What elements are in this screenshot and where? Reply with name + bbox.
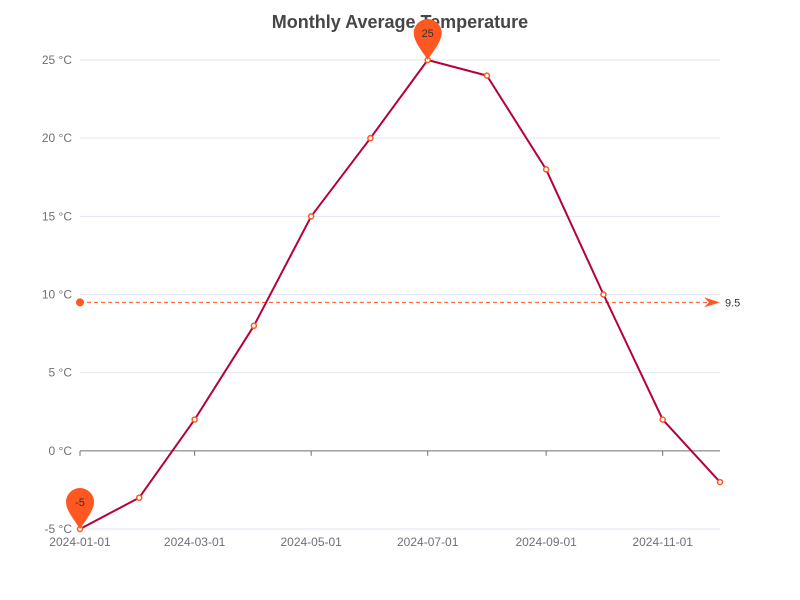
x-tick-label: 2024-09-01 xyxy=(515,535,577,549)
chart-title: Monthly Average Temperature xyxy=(272,12,528,32)
y-tick-label: -5 °C xyxy=(45,522,73,536)
data-point xyxy=(716,478,724,486)
data-point xyxy=(542,166,550,173)
mark-point-label-min: -5 xyxy=(75,497,85,509)
average-mark-line: 9.5 xyxy=(76,297,740,309)
grid-layer xyxy=(80,59,720,530)
series-line xyxy=(79,59,721,530)
data-point xyxy=(367,134,374,142)
data-point xyxy=(600,291,607,298)
mark-point-pin-min xyxy=(66,488,94,529)
mark-point-layer: 25 -5 xyxy=(66,19,442,529)
x-tick-label: 2024-01-01 xyxy=(49,535,111,549)
y-tick-label: 20 °C xyxy=(42,131,72,145)
data-point xyxy=(483,72,491,79)
data-point xyxy=(307,213,315,220)
x-tick-label: 2024-11-01 xyxy=(632,535,693,549)
mark-point-pin-max xyxy=(413,19,442,60)
y-tick-label: 0 °C xyxy=(49,444,73,458)
data-point xyxy=(250,322,258,330)
mark-point-label-max: 25 xyxy=(422,28,434,40)
x-tick-label: 2024-03-01 xyxy=(164,535,226,549)
mark-line-arrow xyxy=(704,297,720,308)
y-tick-label: 15 °C xyxy=(42,209,72,223)
y-tick-label: 25 °C xyxy=(42,53,72,67)
mark-line-label: 9.5 xyxy=(725,297,740,309)
x-tick-label: 2024-05-01 xyxy=(280,535,342,549)
data-point xyxy=(135,494,143,501)
data-point xyxy=(191,416,198,423)
y-tick-label: 10 °C xyxy=(42,288,72,302)
y-tick-label: 5 °C xyxy=(49,366,73,380)
x-tick-label: 2024-07-01 xyxy=(397,535,459,549)
axis-layer: -5 °C 0 °C 5 °C 10 °C 15 °C 20 °C 25 °C 2024-01… xyxy=(42,53,720,549)
data-point xyxy=(659,416,666,423)
